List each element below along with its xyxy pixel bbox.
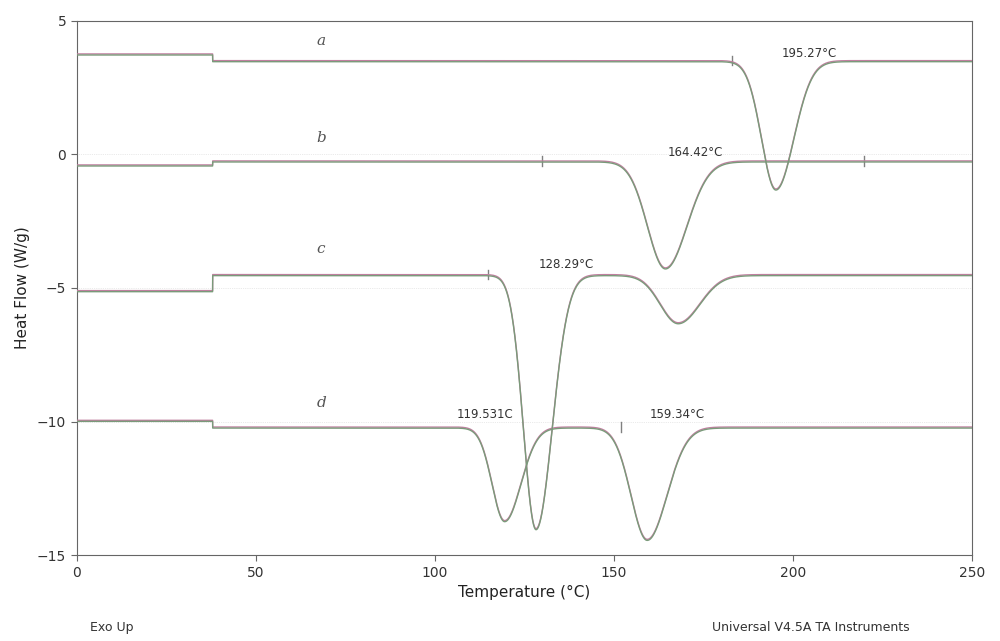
Text: a: a	[317, 33, 326, 47]
Text: Exo Up: Exo Up	[90, 621, 134, 635]
Text: 195.27°C: 195.27°C	[782, 47, 837, 60]
Text: Universal V4.5A TA Instruments: Universal V4.5A TA Instruments	[712, 621, 910, 635]
Text: c: c	[317, 242, 325, 256]
Text: 164.42°C: 164.42°C	[667, 146, 723, 158]
Text: b: b	[317, 131, 326, 145]
Text: 119.531C: 119.531C	[456, 408, 513, 420]
X-axis label: Temperature (°C): Temperature (°C)	[458, 585, 590, 601]
Y-axis label: Heat Flow (W/g): Heat Flow (W/g)	[15, 226, 30, 349]
Text: d: d	[317, 396, 326, 410]
Text: 159.34°C: 159.34°C	[650, 408, 705, 420]
Text: 128.29°C: 128.29°C	[539, 258, 594, 271]
